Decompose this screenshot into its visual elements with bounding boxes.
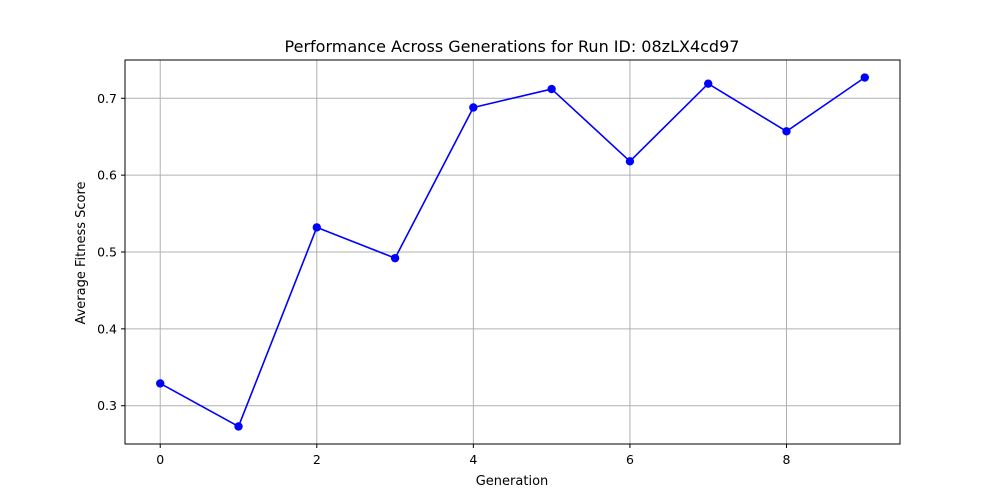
- x-axis-label: Generation: [476, 474, 549, 489]
- data-point: [625, 157, 635, 166]
- data-point: [156, 379, 165, 388]
- x-tick-label: 8: [783, 452, 791, 467]
- y-tick-label: 0.5: [97, 245, 117, 260]
- series-line: [159, 76, 866, 428]
- data-point: [390, 253, 400, 263]
- data-point: [312, 223, 321, 232]
- chart-title: Performance Across Generations for Run I…: [285, 37, 740, 56]
- grid: [125, 60, 900, 444]
- y-tick-label: 0.6: [97, 168, 117, 183]
- x-tick-label: 6: [626, 452, 634, 467]
- x-tick-label: 2: [313, 452, 321, 467]
- x-tick-label: 0: [156, 452, 164, 467]
- data-point: [704, 79, 713, 88]
- data-point: [860, 73, 869, 82]
- data-point: [782, 127, 791, 136]
- y-tick-label: 0.3: [97, 398, 117, 413]
- data-point: [469, 103, 478, 112]
- data-point: [234, 422, 243, 431]
- y-tick-label: 0.4: [97, 321, 117, 336]
- y-tick-label: 0.7: [97, 91, 117, 106]
- y-axis-label: Average Fitness Score: [74, 181, 89, 324]
- ticks: 0 2 4 6 8 0.3 0.4 0.5 0.6 0.7: [97, 91, 790, 467]
- data-point: [547, 84, 556, 94]
- x-tick-label: 4: [469, 452, 477, 467]
- series-layer: [156, 73, 869, 431]
